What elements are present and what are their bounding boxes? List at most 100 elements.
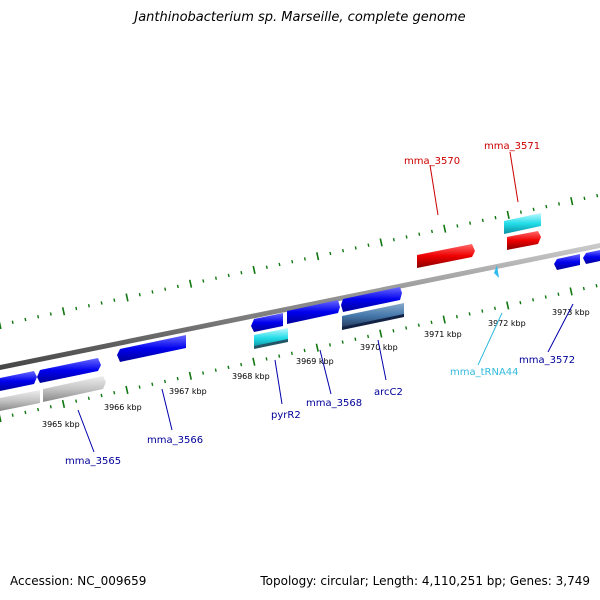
gene-feature[interactable]: [287, 300, 340, 324]
tick-mark: [188, 279, 193, 288]
tick-mark: [341, 340, 344, 344]
tick-mark: [379, 329, 383, 338]
tick-mark: [37, 407, 40, 412]
tick-mark: [430, 320, 433, 325]
gene-label-mma-3566[interactable]: mma_3566: [147, 435, 203, 446]
tick-mark: [558, 202, 561, 206]
kbp-label: 3968 kbp: [232, 372, 270, 381]
tick-mark: [392, 237, 395, 242]
tick-mark: [443, 224, 447, 233]
gene-feature[interactable]: [251, 313, 283, 332]
tick-mark: [481, 309, 484, 313]
tick-mark: [367, 334, 370, 339]
genome-summary-text: Topology: circular; Length: 4,110,251 bp…: [260, 574, 590, 588]
gene-label-mma-3572[interactable]: mma_3572: [519, 355, 575, 366]
tick-mark: [582, 286, 585, 291]
tick-mark: [138, 385, 141, 389]
tick-mark: [227, 273, 230, 278]
kbp-label: 3969 kbp: [296, 357, 334, 366]
tick-mark: [87, 304, 90, 308]
tick-mark: [0, 414, 2, 423]
tick-mark: [316, 252, 320, 261]
tick-mark: [430, 229, 433, 234]
gene-feature[interactable]: [0, 390, 40, 411]
kbp-label: 3965 kbp: [42, 420, 80, 429]
tick-mark: [61, 399, 66, 409]
tick-mark: [75, 306, 78, 311]
tick-mark: [265, 357, 268, 361]
leader-line: [477, 312, 503, 366]
tick-mark: [87, 396, 90, 401]
gene-feature[interactable]: [583, 250, 600, 264]
tick-mark: [329, 251, 332, 256]
tick-mark: [176, 284, 179, 289]
accession-text: Accession: NC_009659: [10, 574, 147, 588]
tick-mark: [583, 196, 586, 201]
gene-feature: [254, 339, 288, 349]
gene-feature[interactable]: [117, 335, 186, 362]
trna-marker[interactable]: [494, 265, 499, 278]
leader-line: [77, 409, 95, 453]
gene-feature[interactable]: [507, 231, 541, 250]
tick-mark: [442, 315, 446, 324]
gene-feature[interactable]: [254, 328, 288, 348]
gene-feature[interactable]: [342, 303, 404, 329]
tick-mark: [315, 343, 319, 352]
gene-label-mma-trna44[interactable]: mma_tRNA44: [450, 367, 519, 378]
tick-mark: [278, 262, 281, 267]
gene-label-mma-3565[interactable]: mma_3565: [65, 456, 121, 467]
tick-mark: [37, 315, 40, 319]
tick-track-outer: [0, 193, 599, 330]
tick-mark: [252, 265, 256, 275]
leader-line: [429, 164, 439, 216]
tick-mark: [151, 382, 154, 386]
gene-label-mma-3568[interactable]: mma_3568: [306, 398, 362, 409]
tick-mark: [163, 379, 167, 384]
gene-label-arcc2[interactable]: arcC2: [374, 387, 403, 398]
tick-mark: [151, 290, 154, 294]
tick-mark: [100, 301, 103, 305]
gene-feature: [342, 314, 404, 330]
tick-mark: [379, 238, 383, 247]
leader-line: [274, 359, 283, 405]
leader-line: [319, 349, 332, 395]
gene-label-mma-3571[interactable]: mma_3571: [484, 141, 540, 152]
tick-mark: [291, 259, 294, 264]
tick-mark: [354, 337, 357, 341]
tick-mark: [532, 207, 535, 212]
gene-feature[interactable]: [417, 244, 475, 268]
kbp-label: 3973 kbp: [552, 308, 590, 317]
gene-feature[interactable]: [341, 287, 402, 312]
tick-mark: [367, 243, 370, 247]
leader-line: [547, 303, 574, 353]
tick-mark: [113, 390, 116, 395]
tick-mark: [11, 413, 14, 417]
tick-mark: [506, 210, 510, 219]
gene-feature[interactable]: [554, 254, 580, 270]
tick-mark: [595, 284, 598, 288]
tick-mark: [506, 301, 510, 310]
gene-feature[interactable]: [504, 213, 541, 234]
tick-mark: [519, 300, 522, 305]
tick-mark: [569, 287, 573, 296]
tick-mark: [392, 329, 395, 333]
tick-mark: [125, 385, 129, 394]
kbp-label: 3966 kbp: [104, 403, 142, 412]
map-title: Janthinobacterium sp. Marseille, complet…: [134, 10, 466, 25]
tick-mark: [100, 393, 103, 398]
gene-feature[interactable]: [43, 376, 106, 402]
gene-feature[interactable]: [0, 371, 37, 391]
tick-mark: [354, 246, 357, 250]
tick-mark: [176, 376, 179, 381]
tick-mark: [252, 357, 256, 366]
gene-label-mma-3570[interactable]: mma_3570: [404, 156, 460, 167]
tick-mark: [240, 362, 243, 367]
tick-mark: [570, 197, 574, 206]
tick-track-inner: [0, 284, 598, 423]
gene-feature[interactable]: [37, 358, 101, 383]
leader-line: [509, 151, 519, 203]
tick-mark: [290, 351, 293, 356]
gene-label-pyrr2[interactable]: pyrR2: [271, 410, 301, 421]
tick-mark: [557, 292, 560, 296]
